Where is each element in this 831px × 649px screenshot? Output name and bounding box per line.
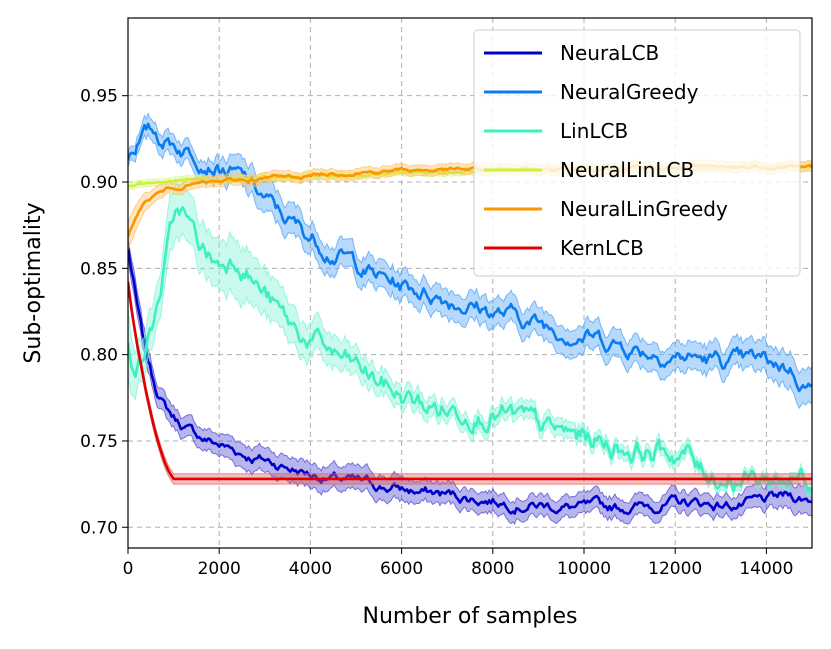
x-tick-label: 10000 xyxy=(557,559,611,579)
legend: NeuraLCB NeuralGreedy LinLCB NeuralLinLCB Ne… xyxy=(473,29,801,277)
band-edge-neuralcb xyxy=(128,236,812,505)
band-edge-kernlcb xyxy=(128,276,812,475)
band-edge-linlcb xyxy=(128,180,812,488)
x-tick-label: 0 xyxy=(123,559,134,579)
legend-box xyxy=(473,29,801,277)
y-tick-label: 0.95 xyxy=(80,87,118,107)
series-line-kernlcb xyxy=(128,281,812,481)
band-neurallingreedy xyxy=(128,159,812,251)
series-line-neuralcb xyxy=(128,246,812,516)
x-tick-label: 8000 xyxy=(471,559,514,579)
y-axis-label: Sub-optimality xyxy=(21,202,46,363)
y-tick-label: 0.85 xyxy=(80,259,118,279)
plot-frame xyxy=(127,17,813,549)
y-tick-label: 0.75 xyxy=(80,432,118,452)
legend-label-kernlcb: KernLCB xyxy=(560,236,644,260)
legend-label-neurallingreedy: NeuralLinGreedy xyxy=(560,197,728,221)
ticks: 0 2000 4000 6000 8000 10000 12000 14000 0.70 0.75… xyxy=(80,87,793,579)
band-edge-kernlcb xyxy=(128,287,812,485)
legend-label-neuralcb: NeuraLCB xyxy=(560,41,659,65)
legend-label-linlcb: LinLCB xyxy=(560,119,628,143)
band-edge-neuralcb xyxy=(128,257,812,525)
band-edge-linlcb xyxy=(128,232,812,499)
legend-label-neuralgreedy: NeuralGreedy xyxy=(560,80,699,104)
series-line-neuralgreedy xyxy=(128,122,812,393)
x-tick-label: 6000 xyxy=(380,559,423,579)
x-axis-label: Number of samples xyxy=(362,604,577,629)
x-tick-label: 14000 xyxy=(739,559,793,579)
y-tick-label: 0.70 xyxy=(80,518,118,538)
legend-label-neurallinlcb: NeuralLinLCB xyxy=(560,158,694,182)
x-tick-label: 12000 xyxy=(648,559,702,579)
band-edge-neuralgreedy xyxy=(128,112,812,375)
band-linlcb xyxy=(128,181,812,497)
y-tick-label: 0.90 xyxy=(80,173,118,193)
x-tick-label: 4000 xyxy=(289,559,332,579)
band-neuralcb xyxy=(128,236,812,525)
x-tick-label: 2000 xyxy=(198,559,241,579)
series-group xyxy=(128,112,812,525)
y-tick-label: 0.80 xyxy=(80,346,118,366)
series-line-linlcb xyxy=(128,206,812,494)
